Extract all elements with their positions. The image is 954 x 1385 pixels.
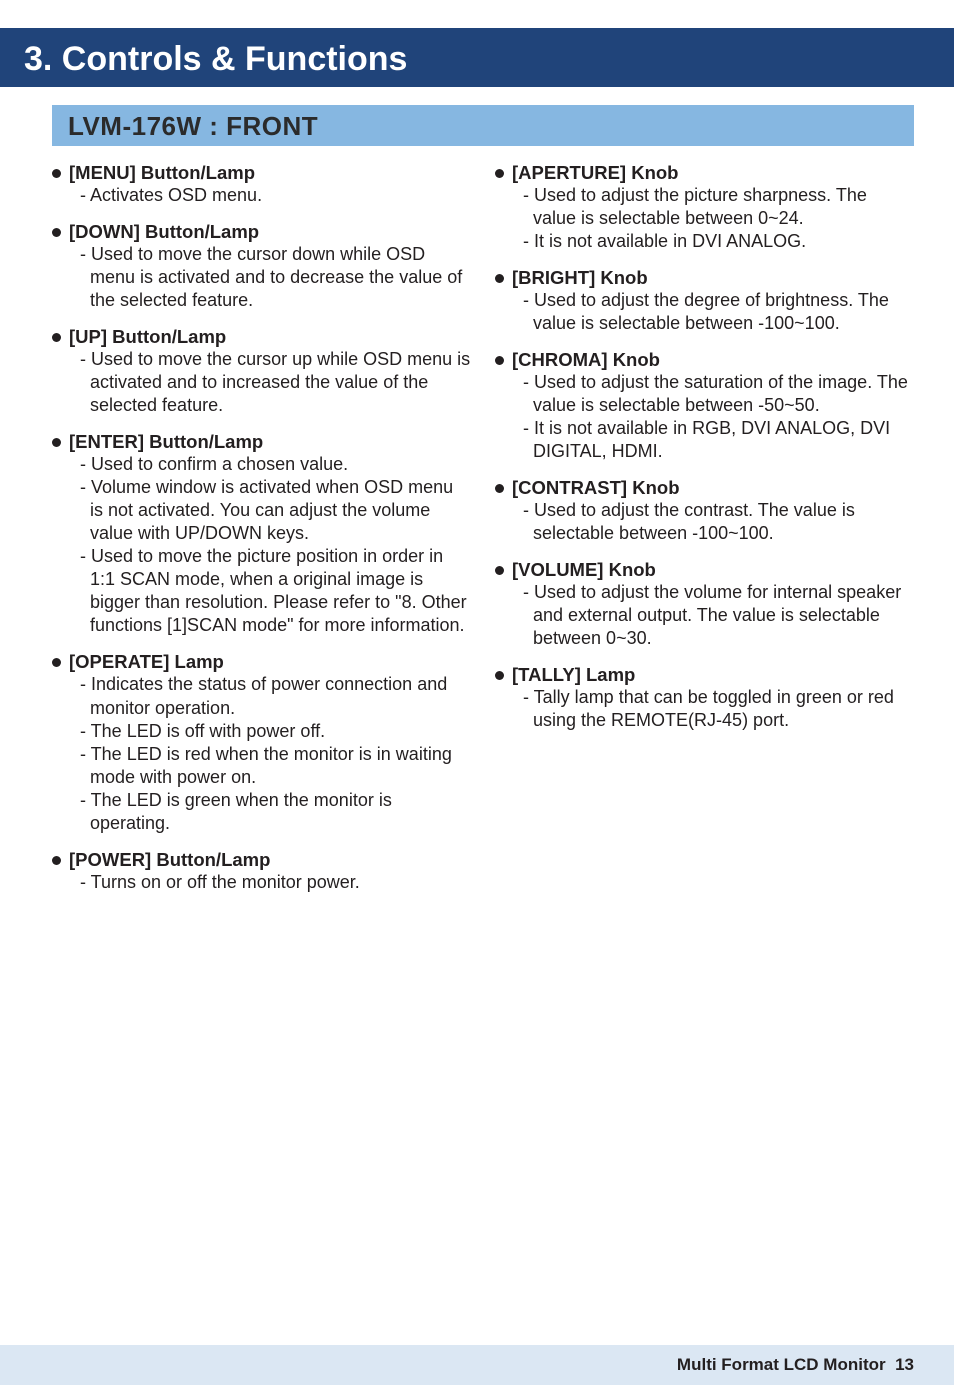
control-item: [TALLY] Lamp- Tally lamp that can be tog… <box>495 664 914 732</box>
description-line: - Used to adjust the picture sharpness. … <box>516 184 914 230</box>
control-description: - Tally lamp that can be toggled in gree… <box>495 686 914 732</box>
control-heading: [MENU] Button/Lamp <box>52 162 471 184</box>
control-description: - Used to adjust the contrast. The value… <box>495 499 914 545</box>
description-line: - The LED is off with power off. <box>73 720 471 743</box>
description-line: - Used to adjust the saturation of the i… <box>516 371 914 417</box>
footer-label: Multi Format LCD Monitor <box>677 1355 886 1374</box>
control-description: - Used to move the cursor up while OSD m… <box>52 348 471 417</box>
control-heading: [TALLY] Lamp <box>495 664 914 686</box>
control-heading-text: [CONTRAST] Knob <box>512 477 680 499</box>
description-line: - Tally lamp that can be toggled in gree… <box>516 686 914 732</box>
description-line: - Used to adjust the contrast. The value… <box>516 499 914 545</box>
control-heading-text: [UP] Button/Lamp <box>69 326 226 348</box>
control-description: - Indicates the status of power connecti… <box>52 673 471 834</box>
control-heading-text: [CHROMA] Knob <box>512 349 660 371</box>
control-heading-text: [POWER] Button/Lamp <box>69 849 270 871</box>
control-item: [CONTRAST] Knob- Used to adjust the cont… <box>495 477 914 545</box>
control-item: [APERTURE] Knob- Used to adjust the pict… <box>495 162 914 253</box>
control-heading: [POWER] Button/Lamp <box>52 849 471 871</box>
bullet-icon <box>495 671 504 680</box>
bullet-icon <box>52 856 61 865</box>
control-description: - Used to adjust the saturation of the i… <box>495 371 914 463</box>
footer-page-number: 13 <box>895 1355 914 1374</box>
control-heading-text: [MENU] Button/Lamp <box>69 162 255 184</box>
control-description: - Used to confirm a chosen value.- Volum… <box>52 453 471 637</box>
control-heading: [BRIGHT] Knob <box>495 267 914 289</box>
description-line: - Used to move the picture position in o… <box>73 545 471 637</box>
control-description: - Used to move the cursor down while OSD… <box>52 243 471 312</box>
description-line: - Used to move the cursor down while OSD… <box>73 243 471 312</box>
bullet-icon <box>52 228 61 237</box>
bullet-icon <box>52 333 61 342</box>
section-title: LVM-176W : FRONT <box>52 105 914 146</box>
description-line: - It is not available in RGB, DVI ANALOG… <box>516 417 914 463</box>
bullet-icon <box>495 484 504 493</box>
control-heading: [APERTURE] Knob <box>495 162 914 184</box>
control-heading: [CHROMA] Knob <box>495 349 914 371</box>
control-description: - Activates OSD menu. <box>52 184 471 207</box>
control-heading: [OPERATE] Lamp <box>52 651 471 673</box>
bullet-icon <box>495 356 504 365</box>
bullet-icon <box>495 566 504 575</box>
control-heading: [DOWN] Button/Lamp <box>52 221 471 243</box>
control-item: [DOWN] Button/Lamp- Used to move the cur… <box>52 221 471 312</box>
content-columns: [MENU] Button/Lamp- Activates OSD menu.[… <box>52 162 914 908</box>
control-item: [OPERATE] Lamp- Indicates the status of … <box>52 651 471 834</box>
bullet-icon <box>495 274 504 283</box>
control-heading: [CONTRAST] Knob <box>495 477 914 499</box>
description-line: - Activates OSD menu. <box>73 184 471 207</box>
description-line: - It is not available in DVI ANALOG. <box>516 230 914 253</box>
description-line: - Used to move the cursor up while OSD m… <box>73 348 471 417</box>
description-line: - Indicates the status of power connecti… <box>73 673 471 719</box>
page-footer: Multi Format LCD Monitor 13 <box>0 1345 954 1385</box>
control-description: - Used to adjust the volume for internal… <box>495 581 914 650</box>
page-title: 3. Controls & Functions <box>0 28 954 87</box>
bullet-icon <box>52 438 61 447</box>
bullet-icon <box>52 658 61 667</box>
control-heading: [VOLUME] Knob <box>495 559 914 581</box>
control-item: [VOLUME] Knob- Used to adjust the volume… <box>495 559 914 650</box>
control-heading-text: [BRIGHT] Knob <box>512 267 648 289</box>
description-line: - Used to adjust the volume for internal… <box>516 581 914 650</box>
bullet-icon <box>52 169 61 178</box>
control-item: [POWER] Button/Lamp- Turns on or off the… <box>52 849 471 894</box>
control-heading-text: [VOLUME] Knob <box>512 559 656 581</box>
description-line: - Volume window is activated when OSD me… <box>73 476 471 545</box>
description-line: - Used to confirm a chosen value. <box>73 453 471 476</box>
left-column: [MENU] Button/Lamp- Activates OSD menu.[… <box>52 162 471 908</box>
control-heading: [UP] Button/Lamp <box>52 326 471 348</box>
control-description: - Used to adjust the picture sharpness. … <box>495 184 914 253</box>
description-line: - Turns on or off the monitor power. <box>73 871 471 894</box>
control-item: [UP] Button/Lamp- Used to move the curso… <box>52 326 471 417</box>
control-item: [CHROMA] Knob- Used to adjust the satura… <box>495 349 914 463</box>
control-heading: [ENTER] Button/Lamp <box>52 431 471 453</box>
control-heading-text: [DOWN] Button/Lamp <box>69 221 259 243</box>
control-heading-text: [TALLY] Lamp <box>512 664 635 686</box>
control-heading-text: [OPERATE] Lamp <box>69 651 224 673</box>
control-item: [MENU] Button/Lamp- Activates OSD menu. <box>52 162 471 207</box>
bullet-icon <box>495 169 504 178</box>
control-description: - Turns on or off the monitor power. <box>52 871 471 894</box>
control-description: - Used to adjust the degree of brightnes… <box>495 289 914 335</box>
right-column: [APERTURE] Knob- Used to adjust the pict… <box>495 162 914 908</box>
control-item: [ENTER] Button/Lamp- Used to confirm a c… <box>52 431 471 637</box>
control-item: [BRIGHT] Knob- Used to adjust the degree… <box>495 267 914 335</box>
description-line: - The LED is red when the monitor is in … <box>73 743 471 789</box>
control-heading-text: [ENTER] Button/Lamp <box>69 431 263 453</box>
description-line: - The LED is green when the monitor is o… <box>73 789 471 835</box>
description-line: - Used to adjust the degree of brightnes… <box>516 289 914 335</box>
control-heading-text: [APERTURE] Knob <box>512 162 678 184</box>
